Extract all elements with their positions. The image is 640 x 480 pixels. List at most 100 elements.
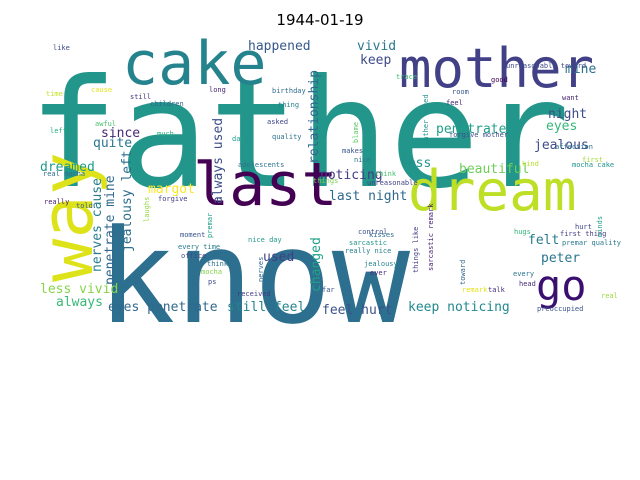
word-mocha-cake: mocha cake (572, 161, 614, 169)
word-go: go (536, 261, 587, 310)
word-father-asked: father asked (422, 94, 430, 145)
word-penetrate: penetrate (436, 122, 507, 137)
word-still-feel: still feel (227, 300, 305, 315)
word-head: head (519, 280, 536, 288)
word-minds: minds (596, 216, 604, 237)
word-mother: mother (399, 37, 594, 100)
word-dream: dream (408, 159, 577, 224)
word-keep: keep (360, 53, 391, 68)
word-think: think (375, 170, 397, 178)
word-last-night: last night (329, 189, 407, 204)
word-adolescents: adolescents (238, 161, 284, 169)
word-ps: ps (208, 278, 216, 286)
word-less: less (400, 156, 431, 171)
word-birthday: birthday (272, 87, 306, 95)
word-room: room (452, 88, 469, 96)
word-remark: remark (462, 286, 488, 294)
word-penetrate-mine: penetrate mine (103, 175, 118, 285)
word-left: left (50, 127, 67, 135)
word-talk: talk (488, 286, 506, 294)
word-night: night (548, 107, 587, 122)
word-first-thing: first thing (560, 230, 606, 238)
word-kisses: kisses (369, 231, 394, 239)
word-unreasonable-toward: unreasonable toward (506, 62, 586, 70)
word-every: every (513, 270, 534, 278)
word-keep-noticing: keep noticing (408, 300, 510, 315)
word-really: really (44, 198, 69, 206)
word-hugs: hugs (514, 228, 531, 236)
word-premar-quality: premar quality (562, 239, 621, 247)
word-thing: thing (278, 101, 299, 109)
word-felt: felt (528, 233, 559, 248)
word-cause: cause (91, 86, 112, 94)
word-time: time (46, 90, 63, 98)
word-eyes-penetrate: eyes penetrate (108, 300, 218, 315)
word-think: think (207, 260, 229, 268)
word-premar: premar (206, 213, 214, 238)
word-ever: ever (370, 269, 387, 277)
word-moment: moment (180, 231, 205, 239)
word-really-nice: really nice (345, 247, 391, 255)
word-since: since (101, 126, 140, 141)
word-affection: affection (555, 143, 593, 151)
word-peter: peter (541, 251, 580, 266)
word-quality: quality (272, 133, 302, 141)
word-far: far (322, 286, 335, 294)
word-trace: trace (396, 73, 417, 81)
word-changed: changed (309, 237, 324, 292)
word-told: told (76, 202, 93, 210)
word-quite: quite (93, 136, 132, 151)
word-dreamed: dreamed (40, 160, 95, 175)
word-noticing: noticing (320, 168, 383, 183)
word-vivid: vivid (357, 39, 396, 54)
word-always-used: always used (211, 118, 226, 204)
word-know: know (97, 201, 411, 353)
word-children: children (150, 100, 184, 108)
word-beautiful: beautiful (459, 162, 529, 177)
word-every-time: every time (178, 243, 220, 251)
word-way: way (25, 152, 109, 282)
word-good: good (491, 76, 508, 84)
word-mine: mine (565, 62, 596, 77)
word-jealousy: jealousy (364, 260, 398, 268)
word-kind: kind (522, 160, 539, 168)
word-unreasonable: unreasonable (367, 179, 418, 187)
word-less-vivid: less vivid (40, 282, 118, 297)
word-real: real (601, 292, 618, 300)
word-want: want (562, 94, 579, 102)
word-margot: margot (148, 182, 195, 197)
word-feel: feel (446, 99, 463, 107)
word-sarcastic: sarcastic (349, 239, 387, 247)
word-day: day (232, 135, 245, 143)
word-office: office (181, 252, 206, 260)
word-preoccupied: preoccupied (537, 305, 583, 313)
word-nerves: nerves (257, 257, 265, 282)
word-nice-day: nice day (248, 236, 282, 244)
word-jealous: jealous (534, 138, 589, 153)
word-like: like (53, 44, 70, 52)
word-forgive: forgive (158, 195, 188, 203)
word-nerves-cause: nerves cause (90, 178, 105, 272)
word-much: much (157, 130, 174, 138)
word-laughs: laughs (143, 197, 151, 222)
word-happened: happened (248, 39, 311, 54)
word-real-mocha: real mocha (43, 170, 85, 178)
word-cake: cake (122, 29, 267, 99)
word-forgive-mother: forgive mother (449, 131, 508, 139)
word-first: first (582, 156, 603, 164)
word-makes: makes (342, 147, 363, 155)
word-always: always (56, 295, 103, 310)
word-mocha: mocha (201, 268, 222, 276)
word-father: father (28, 48, 570, 222)
word-hurt: hurt (575, 223, 592, 231)
word-received: received (237, 290, 271, 298)
word-last: last (193, 150, 338, 220)
word-used: used (263, 250, 294, 265)
word-relationship: relationship (307, 70, 322, 164)
word-long: long (209, 86, 226, 94)
word-things: things (313, 177, 338, 185)
chart-title: 1944-01-19 (276, 11, 364, 29)
word-sarcastic-remark: sarcastic remark (427, 203, 435, 271)
